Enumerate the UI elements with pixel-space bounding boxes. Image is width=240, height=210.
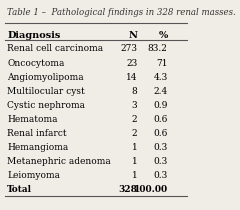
Text: 100.00: 100.00 xyxy=(133,185,168,194)
Text: 0.6: 0.6 xyxy=(153,115,168,124)
Text: Oncocytoma: Oncocytoma xyxy=(7,59,64,68)
Text: 2: 2 xyxy=(132,115,137,124)
Text: 23: 23 xyxy=(126,59,137,68)
Text: Table 1 –  Pathological findings in 328 renal masses.: Table 1 – Pathological findings in 328 r… xyxy=(7,8,236,17)
Text: 0.3: 0.3 xyxy=(153,171,168,180)
Text: 71: 71 xyxy=(156,59,168,68)
Text: 8: 8 xyxy=(132,87,137,96)
Text: Renal cell carcinoma: Renal cell carcinoma xyxy=(7,45,103,54)
Text: Metanephric adenoma: Metanephric adenoma xyxy=(7,157,111,166)
Text: Cystic nephroma: Cystic nephroma xyxy=(7,101,85,110)
Text: Hemangioma: Hemangioma xyxy=(7,143,68,152)
Text: Angiomyolipoma: Angiomyolipoma xyxy=(7,73,84,82)
Text: 0.9: 0.9 xyxy=(153,101,168,110)
Text: 0.6: 0.6 xyxy=(153,129,168,138)
Text: Leiomyoma: Leiomyoma xyxy=(7,171,60,180)
Text: 0.3: 0.3 xyxy=(153,157,168,166)
Text: 0.3: 0.3 xyxy=(153,143,168,152)
Text: 273: 273 xyxy=(120,45,137,54)
Text: Renal infarct: Renal infarct xyxy=(7,129,67,138)
Text: Multilocular cyst: Multilocular cyst xyxy=(7,87,85,96)
Text: 14: 14 xyxy=(126,73,137,82)
Text: 2: 2 xyxy=(132,129,137,138)
Text: Hematoma: Hematoma xyxy=(7,115,58,124)
Text: Total: Total xyxy=(7,185,32,194)
Text: 83.2: 83.2 xyxy=(148,45,168,54)
Text: 1: 1 xyxy=(132,157,137,166)
Text: 1: 1 xyxy=(132,143,137,152)
Text: %: % xyxy=(158,31,168,40)
Text: Diagnosis: Diagnosis xyxy=(7,31,60,40)
Text: N: N xyxy=(128,31,137,40)
Text: 328: 328 xyxy=(118,185,137,194)
Text: 2.4: 2.4 xyxy=(153,87,168,96)
Text: 4.3: 4.3 xyxy=(153,73,168,82)
Text: 3: 3 xyxy=(132,101,137,110)
Text: 1: 1 xyxy=(132,171,137,180)
